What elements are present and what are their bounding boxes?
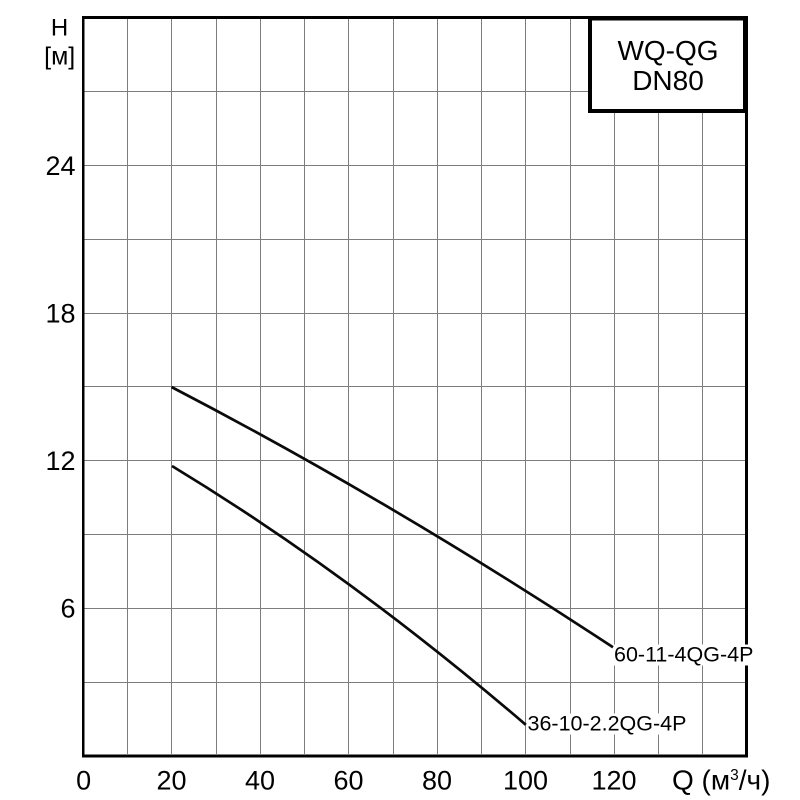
svg-text:100: 100 xyxy=(503,766,548,796)
svg-text:H: H xyxy=(51,14,68,41)
svg-text:80: 80 xyxy=(422,766,452,796)
svg-text:36-10-2.2QG-4P: 36-10-2.2QG-4P xyxy=(528,712,687,736)
svg-text:120: 120 xyxy=(591,766,636,796)
svg-text:20: 20 xyxy=(156,766,186,796)
svg-text:DN80: DN80 xyxy=(632,65,704,96)
svg-text:WQ-QG: WQ-QG xyxy=(617,35,718,66)
svg-text:24: 24 xyxy=(45,151,75,181)
svg-text:40: 40 xyxy=(245,766,275,796)
svg-text:6: 6 xyxy=(60,594,75,624)
svg-text:0: 0 xyxy=(76,766,91,796)
svg-text:Q (м3/ч): Q (м3/ч) xyxy=(672,765,770,796)
svg-text:[м]: [м] xyxy=(44,43,75,71)
svg-text:12: 12 xyxy=(45,446,75,476)
svg-text:18: 18 xyxy=(45,299,75,329)
svg-text:60: 60 xyxy=(333,766,363,796)
svg-text:60-11-4QG-4P: 60-11-4QG-4P xyxy=(614,643,753,667)
